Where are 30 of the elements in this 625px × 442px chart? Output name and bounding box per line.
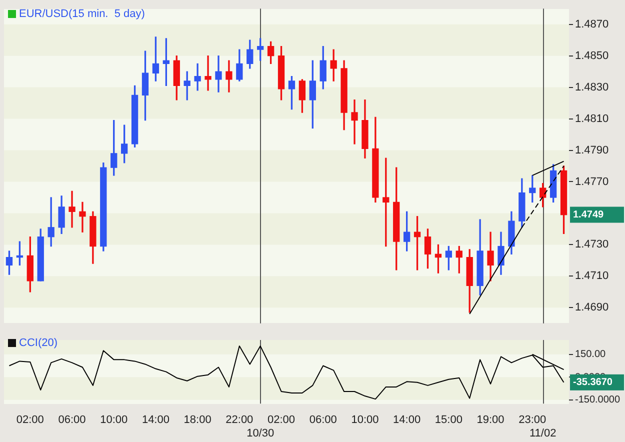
y-tick-label: 1.4770 bbox=[575, 176, 609, 188]
x-tick-label: 10:00 bbox=[100, 414, 128, 426]
chart-title: EUR/USD(15 min. 5 day) bbox=[19, 8, 145, 20]
x-tick-label: 02:00 bbox=[268, 414, 296, 426]
x-tick-label: 15:00 bbox=[434, 414, 462, 426]
x-tick-label: 14:00 bbox=[393, 414, 421, 426]
x-tick-label: 11/02 bbox=[529, 427, 556, 440]
y-tick-label: 1.4830 bbox=[575, 81, 609, 94]
y-tick-label: 150.00 bbox=[575, 349, 606, 360]
y-tick-label: 1.4790 bbox=[575, 144, 609, 156]
x-tick-label: 23:00 bbox=[518, 414, 546, 426]
x-tick-label: 06:00 bbox=[58, 414, 86, 426]
chart-title: CCI(20) bbox=[19, 337, 58, 349]
text: 1.4749 bbox=[573, 210, 604, 221]
y-tick-label: 1.4810 bbox=[575, 112, 609, 125]
y-tick-label: 1.4690 bbox=[575, 302, 609, 314]
x-tick-label: 10/30 bbox=[246, 427, 274, 440]
x-tick-label: 06:00 bbox=[309, 414, 337, 426]
y-tick-label: 1.4710 bbox=[575, 270, 609, 282]
x-tick-label: 02:00 bbox=[16, 414, 44, 426]
y-tick-label: 1.4870 bbox=[575, 18, 609, 30]
text: -35.3670 bbox=[573, 377, 613, 388]
y-tick-label: 1.4850 bbox=[575, 50, 609, 62]
x-tick-label: 10:00 bbox=[351, 414, 379, 426]
x-tick-label: 19:00 bbox=[476, 414, 504, 426]
x-tick-label: 18:00 bbox=[184, 414, 212, 426]
x-tick-label: 14:00 bbox=[142, 414, 170, 426]
y-tick-label: -150.0000 bbox=[575, 394, 620, 406]
x-tick-label: 22:00 bbox=[226, 414, 254, 426]
y-tick-label: 1.4730 bbox=[575, 238, 609, 251]
